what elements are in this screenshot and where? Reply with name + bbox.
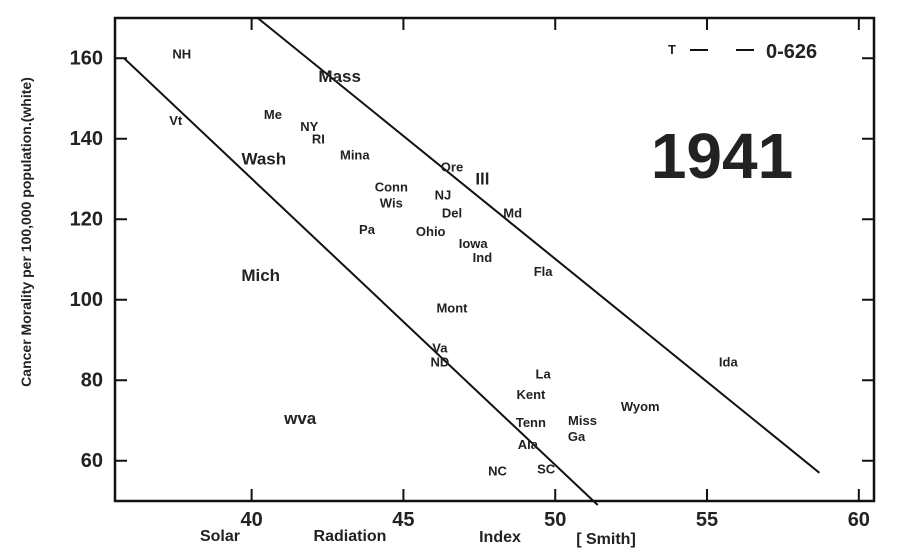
- x-axis-label-source: [ Smith]: [576, 531, 636, 548]
- point-nh: NH: [172, 47, 191, 62]
- point-ga: Ga: [568, 429, 586, 444]
- y-tick-label: 120: [70, 208, 103, 230]
- point-mina: Mina: [340, 147, 370, 162]
- point-tenn: Tenn: [516, 415, 546, 430]
- point-ri: RI: [312, 131, 325, 146]
- point-vt: Vt: [169, 113, 183, 128]
- band-line-lower: [123, 57, 599, 506]
- band-lines: [123, 17, 821, 506]
- year-annotation: 1941: [651, 120, 793, 192]
- y-tick-label: 100: [70, 289, 103, 311]
- point-mont: Mont: [436, 300, 468, 315]
- point-ala: Ala: [518, 437, 539, 452]
- x-axis-label-index: Index: [479, 529, 521, 546]
- x-tick-label: 40: [240, 509, 262, 531]
- point-nc: NC: [488, 463, 507, 478]
- point-va: Va: [432, 341, 448, 356]
- legend-marker: T: [668, 42, 676, 57]
- point-nd: ND: [431, 355, 450, 370]
- point-md: Md: [503, 206, 522, 221]
- point-ore: Ore: [441, 159, 463, 174]
- x-axis: 40 45 50 55 60: [240, 18, 870, 531]
- x-tick-label: 50: [544, 509, 566, 531]
- x-axis-label-solar: Solar: [200, 528, 240, 545]
- x-tick-label: 45: [392, 509, 414, 531]
- point-wyom: Wyom: [621, 399, 660, 414]
- x-tick-label: 55: [696, 509, 718, 531]
- point-kent: Kent: [516, 387, 546, 402]
- y-tick-label: 160: [70, 47, 103, 69]
- point-ohio: Ohio: [416, 224, 446, 239]
- legend: T 0-626: [668, 41, 817, 63]
- point-la: La: [536, 367, 552, 382]
- y-tick-label: 80: [81, 369, 103, 391]
- point-mass: Mass: [318, 67, 361, 86]
- point-fla: Fla: [534, 264, 554, 279]
- legend-label: 0-626: [766, 41, 817, 63]
- x-axis-label-radiation: Radiation: [314, 528, 387, 545]
- band-line-upper: [257, 17, 821, 474]
- point-wash: Wash: [241, 149, 286, 168]
- point-conn: Conn: [375, 180, 408, 195]
- y-tick-label: 60: [81, 450, 103, 472]
- point-del: Del: [442, 206, 462, 221]
- point-sc: SC: [537, 461, 556, 476]
- point-ind: Ind: [473, 250, 493, 265]
- y-axis: 60 80 100 120 140 160: [70, 47, 874, 472]
- point-wis: Wis: [380, 196, 403, 211]
- point-mich: Mich: [241, 266, 280, 285]
- point-me: Me: [264, 107, 282, 122]
- point-ny: NY: [300, 119, 318, 134]
- point-miss: Miss: [568, 413, 597, 428]
- point-iowa: Iowa: [459, 236, 489, 251]
- x-tick-label: 60: [848, 509, 870, 531]
- point-ill: Ill: [475, 170, 489, 189]
- point-wva: wva: [283, 409, 317, 428]
- plot-frame: [113, 16, 876, 503]
- y-tick-label: 140: [70, 128, 103, 150]
- y-axis-label: Cancer Morality per 100,000 population.(…: [18, 77, 34, 387]
- point-pa: Pa: [359, 222, 376, 237]
- point-nj: NJ: [435, 188, 452, 203]
- point-ida: Ida: [719, 355, 739, 370]
